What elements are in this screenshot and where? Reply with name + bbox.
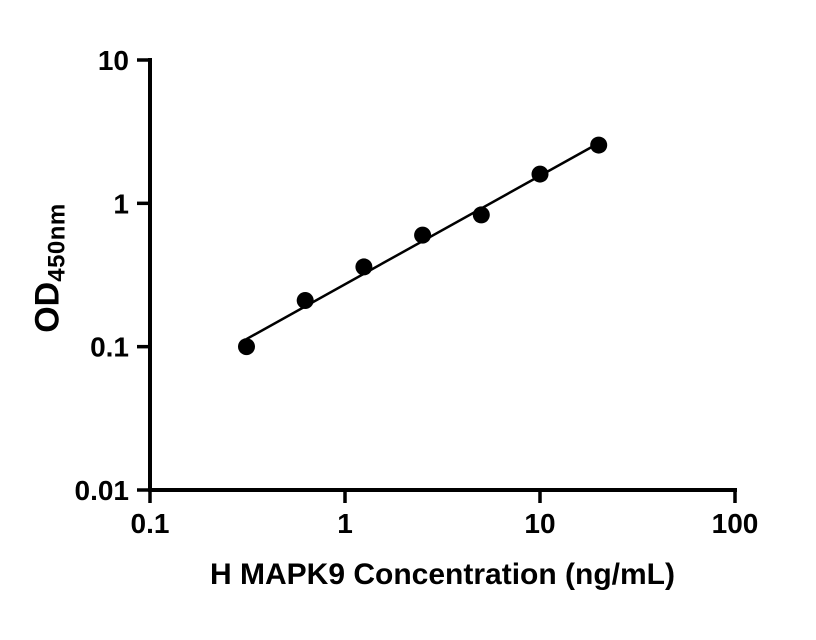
y-tick-label: 0.1 bbox=[90, 332, 129, 363]
y-axis-title-main: OD bbox=[28, 281, 67, 333]
x-tick-label: 10 bbox=[524, 508, 555, 539]
x-tick-label: 1 bbox=[337, 508, 353, 539]
y-tick-label: 1 bbox=[113, 188, 129, 219]
x-tick-label: 100 bbox=[712, 508, 759, 539]
y-tick-label: 0.01 bbox=[75, 475, 130, 506]
data-point bbox=[531, 165, 549, 183]
data-point bbox=[355, 258, 373, 276]
data-point bbox=[237, 338, 255, 356]
y-axis-title: OD450nm bbox=[28, 203, 71, 333]
x-axis-title: H MAPK9 Concentration (ng/mL) bbox=[210, 558, 675, 591]
data-point bbox=[296, 291, 314, 309]
data-point bbox=[472, 206, 490, 224]
data-point bbox=[590, 136, 608, 154]
y-axis-title-subscript: 450nm bbox=[43, 203, 71, 282]
y-tick-label: 10 bbox=[98, 45, 129, 76]
data-point bbox=[414, 226, 432, 244]
x-tick-label: 0.1 bbox=[131, 508, 170, 539]
